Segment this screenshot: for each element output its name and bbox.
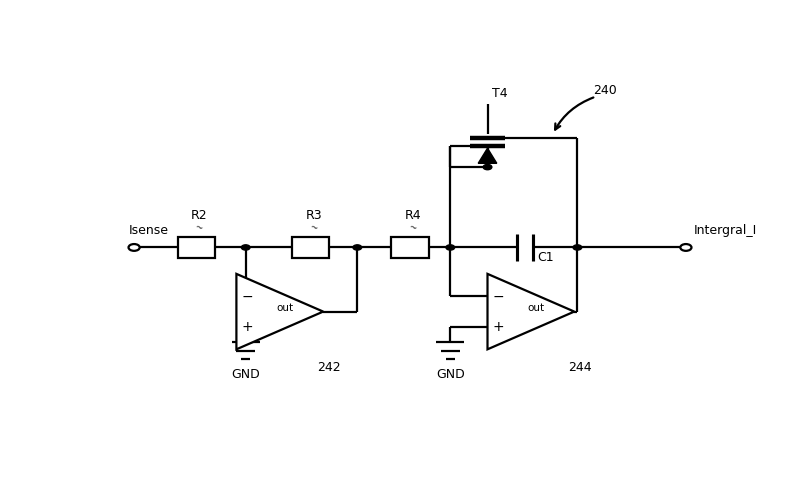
Text: ∼: ∼	[308, 221, 319, 233]
Circle shape	[353, 245, 362, 250]
Circle shape	[446, 245, 454, 250]
Text: out: out	[276, 303, 294, 313]
Text: +: +	[242, 319, 254, 334]
Circle shape	[680, 244, 691, 251]
Text: GND: GND	[436, 368, 465, 381]
Text: GND: GND	[231, 368, 260, 381]
Text: R4: R4	[405, 209, 422, 222]
Text: R2: R2	[191, 209, 207, 222]
Bar	[391, 237, 429, 258]
Circle shape	[483, 165, 492, 170]
Polygon shape	[478, 148, 497, 163]
Bar	[292, 237, 330, 258]
Text: Isense: Isense	[129, 224, 169, 237]
Circle shape	[242, 245, 250, 250]
Text: out: out	[527, 303, 545, 313]
Text: −: −	[493, 290, 505, 303]
Bar	[178, 237, 214, 258]
Text: ∼: ∼	[194, 221, 205, 233]
Circle shape	[573, 245, 582, 250]
Text: 240: 240	[594, 84, 617, 98]
Circle shape	[129, 244, 140, 251]
Text: Intergral_I: Intergral_I	[694, 224, 757, 237]
Text: 244: 244	[568, 361, 592, 374]
Text: 242: 242	[317, 361, 341, 374]
Text: −: −	[242, 290, 254, 303]
Text: +: +	[493, 319, 505, 334]
Text: R3: R3	[306, 209, 322, 222]
Text: C1: C1	[538, 251, 554, 264]
Polygon shape	[487, 274, 574, 349]
Text: ∼: ∼	[407, 221, 418, 233]
Text: T4: T4	[493, 87, 508, 100]
Polygon shape	[237, 274, 323, 349]
